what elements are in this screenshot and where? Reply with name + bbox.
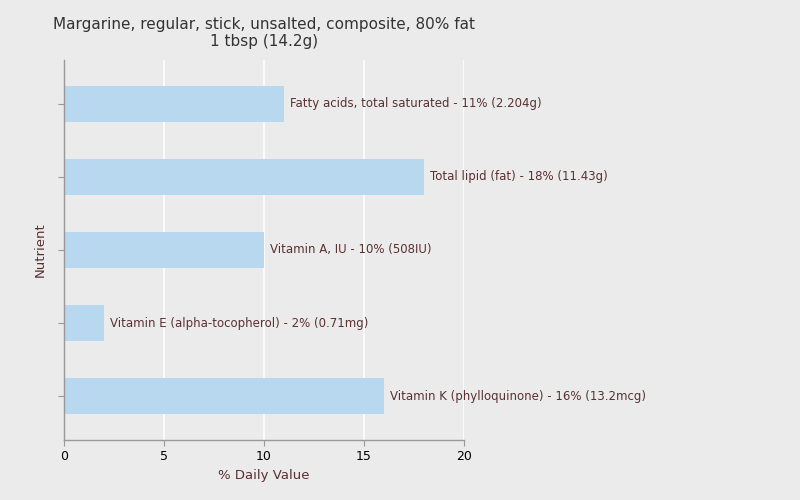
Title: Margarine, regular, stick, unsalted, composite, 80% fat
1 tbsp (14.2g): Margarine, regular, stick, unsalted, com… bbox=[53, 16, 475, 49]
Text: Vitamin A, IU - 10% (508IU): Vitamin A, IU - 10% (508IU) bbox=[270, 244, 431, 256]
Y-axis label: Nutrient: Nutrient bbox=[34, 222, 46, 278]
Text: Total lipid (fat) - 18% (11.43g): Total lipid (fat) - 18% (11.43g) bbox=[430, 170, 608, 183]
Bar bbox=[64, 158, 424, 195]
Text: Fatty acids, total saturated - 11% (2.204g): Fatty acids, total saturated - 11% (2.20… bbox=[290, 98, 542, 110]
X-axis label: % Daily Value: % Daily Value bbox=[218, 469, 310, 482]
Bar bbox=[64, 305, 104, 342]
Text: Vitamin E (alpha-tocopherol) - 2% (0.71mg): Vitamin E (alpha-tocopherol) - 2% (0.71m… bbox=[110, 316, 368, 330]
Bar bbox=[64, 378, 384, 414]
Bar bbox=[64, 86, 284, 122]
Bar bbox=[64, 232, 264, 268]
Text: Vitamin K (phylloquinone) - 16% (13.2mcg): Vitamin K (phylloquinone) - 16% (13.2mcg… bbox=[390, 390, 646, 402]
